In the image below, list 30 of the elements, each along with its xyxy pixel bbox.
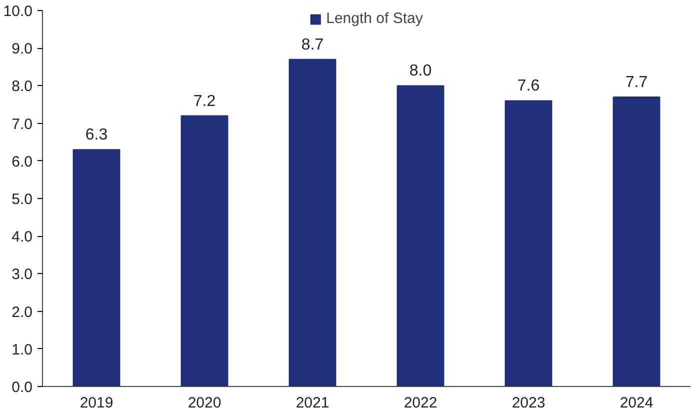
bar bbox=[72, 149, 120, 386]
bar bbox=[180, 115, 228, 386]
x-tick-label: 2020 bbox=[188, 394, 222, 410]
bar bbox=[288, 58, 336, 386]
y-tick-label: 8.0 bbox=[12, 78, 33, 96]
x-tick-label: 2021 bbox=[296, 394, 330, 410]
y-tick-label: 10.0 bbox=[3, 3, 33, 20]
data-label: 7.7 bbox=[625, 74, 648, 91]
y-tick-label: 4.0 bbox=[12, 228, 33, 246]
data-label: 7.6 bbox=[517, 78, 540, 95]
legend-label: Length of Stay bbox=[326, 10, 423, 27]
y-tick-label: 3.0 bbox=[12, 266, 33, 284]
y-tick-label: 5.0 bbox=[12, 191, 33, 208]
y-tick-label: 9.0 bbox=[12, 40, 33, 58]
y-tick-label: 0.0 bbox=[12, 379, 33, 396]
y-tick-label: 7.0 bbox=[12, 116, 33, 133]
bar bbox=[612, 96, 660, 386]
x-tick-label: 2019 bbox=[80, 394, 114, 410]
x-tick-label: 2023 bbox=[512, 394, 546, 410]
x-tick-label: 2024 bbox=[620, 394, 654, 410]
data-label: 8.7 bbox=[301, 36, 324, 54]
y-tick-label: 2.0 bbox=[12, 304, 33, 321]
x-tick-label: 2022 bbox=[404, 394, 438, 410]
y-tick-label: 1.0 bbox=[12, 341, 33, 358]
bar bbox=[396, 85, 444, 386]
data-label: 6.3 bbox=[85, 126, 108, 144]
data-label: 8.0 bbox=[409, 62, 432, 80]
data-label: 7.2 bbox=[193, 92, 216, 110]
y-tick-label: 6.0 bbox=[12, 153, 33, 170]
bar bbox=[504, 100, 552, 386]
